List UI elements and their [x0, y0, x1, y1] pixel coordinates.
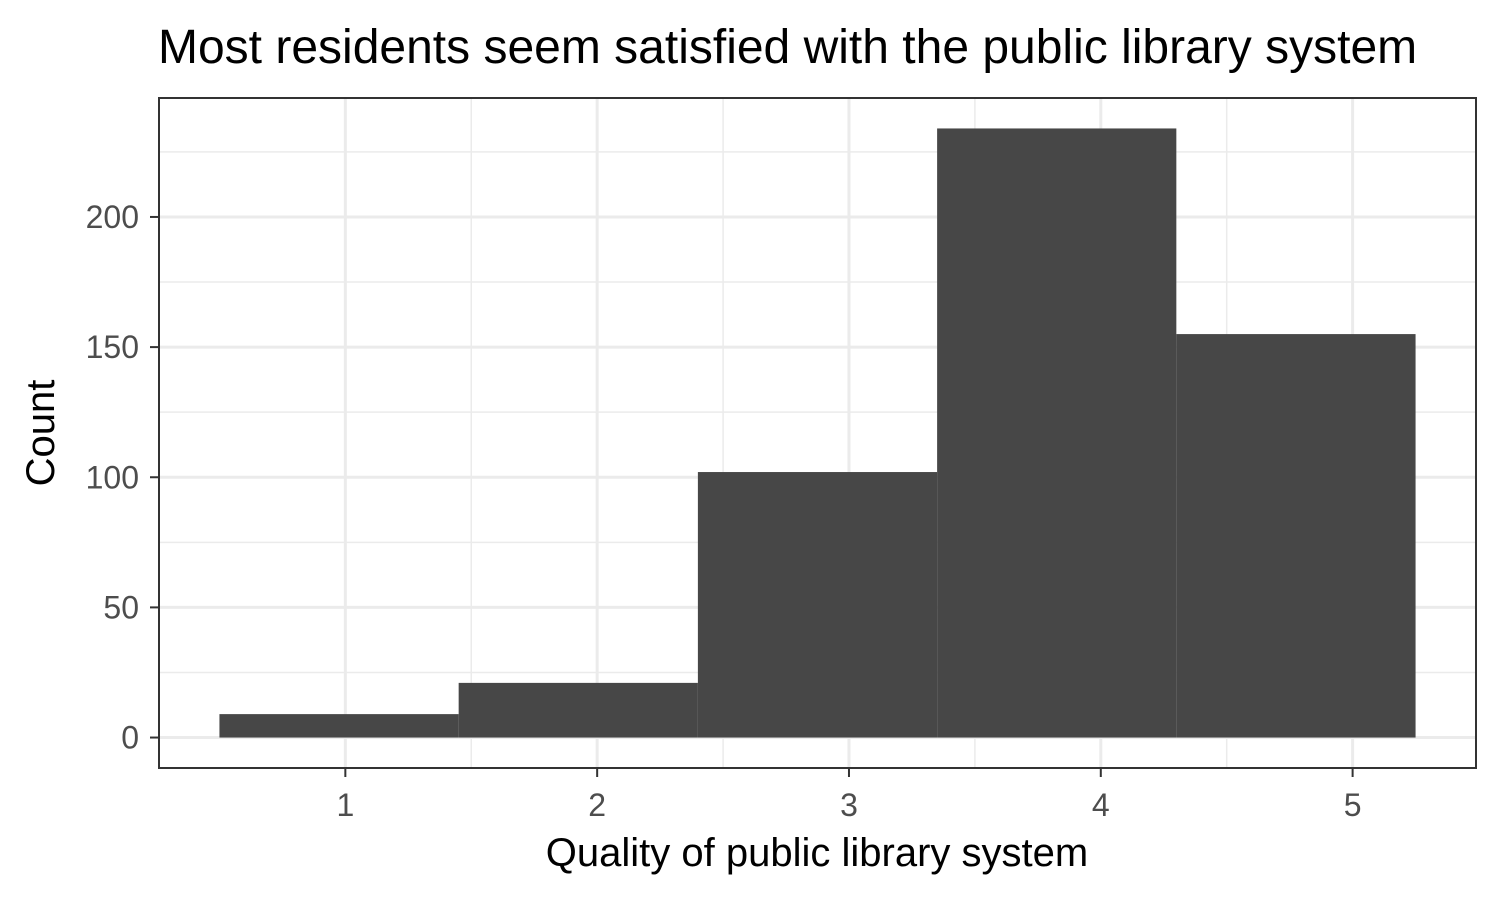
y-axis-title: Count	[19, 380, 63, 487]
y-tick-label: 150	[86, 329, 139, 365]
panel-border	[158, 97, 1477, 769]
chart-title: Most residents seem satisfied with the p…	[158, 21, 1417, 74]
y-tick-label: 50	[103, 589, 139, 625]
x-axis-title: Quality of public library system	[546, 831, 1088, 875]
histogram-bar	[458, 682, 698, 738]
histogram-bar	[937, 128, 1177, 738]
x-tick-label: 4	[1092, 787, 1110, 823]
histogram-bars	[219, 128, 1416, 738]
x-tick-label: 3	[840, 787, 858, 823]
histogram-bar	[219, 714, 459, 738]
histogram-bar	[697, 472, 938, 738]
x-tick-label: 1	[336, 787, 354, 823]
x-tick-label: 5	[1344, 787, 1362, 823]
x-tick-label: 2	[588, 787, 606, 823]
y-tick-label: 0	[121, 720, 139, 756]
y-tick-label: 200	[86, 199, 139, 235]
y-tick-label: 100	[86, 459, 139, 495]
histogram-bar	[1176, 334, 1416, 738]
